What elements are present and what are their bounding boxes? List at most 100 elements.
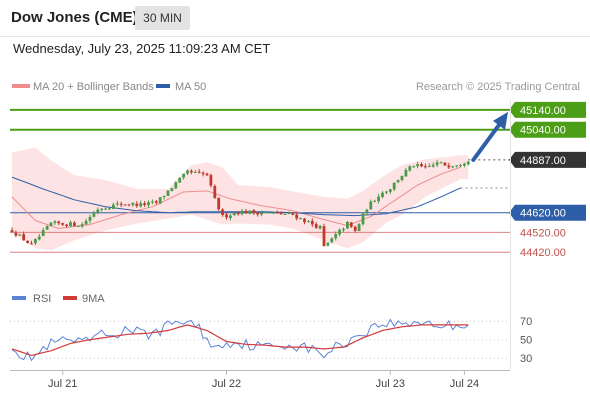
- level-label-44887.00: 44887.00: [520, 155, 566, 167]
- candle-body-84: [338, 229, 341, 235]
- candle-body-21: [92, 212, 96, 217]
- candle-body-64: [260, 213, 263, 215]
- candle-body-97: [388, 189, 392, 192]
- candle-body-106: [424, 166, 427, 168]
- candle-body-31: [131, 203, 135, 205]
- rsi-line: [11, 318, 469, 362]
- x-tick-label-0: Jul 21: [48, 378, 77, 390]
- candle-body-107: [427, 165, 431, 167]
- candle-body-73: [295, 214, 299, 219]
- candle-body-15: [69, 222, 72, 227]
- candle-body-49: [201, 172, 205, 174]
- forecast-arrow: [471, 111, 508, 162]
- candle-body-96: [385, 191, 388, 193]
- candle-body-83: [334, 234, 338, 239]
- candle-body-60: [244, 210, 248, 214]
- rsi-tick-50: 50: [520, 335, 532, 347]
- candle-body-39: [162, 195, 166, 197]
- candle-body-20: [88, 217, 92, 221]
- candle-body-8: [41, 230, 45, 236]
- candle-body-6: [34, 239, 37, 244]
- candle-body-30: [127, 204, 131, 206]
- candle-body-93: [373, 200, 377, 202]
- candle-body-51: [209, 175, 213, 186]
- candle-body-37: [154, 201, 158, 203]
- x-axis-ticks: Jul 21 Jul 22 Jul 23 Jul 24: [48, 370, 479, 390]
- candle-body-81: [326, 242, 330, 246]
- candle-body-75: [303, 218, 306, 223]
- candle-body-47: [193, 172, 197, 173]
- candle-body-18: [80, 224, 84, 227]
- level-label-45040.00: 45040.00: [520, 125, 566, 137]
- candle-body-100: [400, 175, 404, 180]
- candle-body-86: [346, 221, 349, 229]
- candle-body-48: [197, 171, 201, 173]
- candle-body-114: [455, 165, 458, 167]
- candle-body-50: [205, 173, 209, 176]
- candle-body-115: [459, 165, 462, 167]
- candle-body-52: [213, 186, 217, 199]
- candle-body-69: [279, 212, 283, 215]
- candle-body-110: [439, 162, 443, 164]
- candle-body-87: [349, 222, 353, 227]
- candle-body-57: [232, 212, 236, 216]
- forecast-arrow-head: [493, 111, 508, 130]
- candle-body-28: [119, 203, 123, 205]
- candle-body-90: [361, 213, 365, 225]
- candle-body-116: [463, 163, 466, 166]
- candle-body-7: [37, 236, 41, 240]
- level-label-44420.00: 44420.00: [520, 247, 566, 259]
- candle-body-9: [45, 226, 49, 230]
- candle-body-85: [342, 228, 345, 231]
- candle-body-89: [357, 224, 361, 231]
- legend-rsi-swatch: [12, 296, 26, 300]
- candle-body-41: [170, 188, 174, 191]
- ma50-line: [11, 176, 461, 217]
- candle-body-4: [26, 240, 29, 243]
- legend-ma20-label: MA 20 + Bollinger Bands: [33, 81, 154, 93]
- forecast-arrow-shaft: [471, 118, 504, 162]
- candle-body-43: [178, 178, 182, 183]
- candle-body-25: [108, 208, 111, 210]
- candle-body-70: [283, 214, 287, 215]
- candle-body-24: [104, 208, 107, 210]
- candle-body-11: [53, 221, 57, 223]
- timeframe-button[interactable]: 30 MIN: [135, 6, 190, 30]
- candle-body-61: [248, 210, 252, 214]
- candle-body-98: [392, 182, 396, 190]
- candle-body-23: [100, 208, 104, 210]
- bollinger-band: [12, 147, 469, 251]
- candle-body-111: [443, 162, 447, 166]
- candle-body-58: [236, 213, 240, 215]
- candle-body-91: [365, 209, 369, 214]
- candle-body-1: [14, 232, 18, 236]
- candle-body-71: [287, 212, 291, 214]
- legend-ma20-swatch: [12, 84, 30, 88]
- candle-body-88: [353, 226, 357, 231]
- x-tick-label-2: Jul 23: [376, 378, 405, 390]
- moving-averages: [11, 166, 461, 230]
- candle-body-40: [166, 190, 170, 196]
- bollinger-band-fill: [12, 147, 469, 251]
- level-tag-45040.00: [509, 121, 586, 138]
- candle-body-68: [275, 212, 279, 214]
- candle-body-103: [412, 166, 416, 168]
- candle-body-29: [123, 204, 127, 206]
- candle-body-102: [408, 166, 412, 171]
- candle-body-65: [264, 212, 267, 214]
- candle-body-108: [431, 164, 435, 167]
- rsi-9ma-line: [11, 324, 469, 357]
- candle-body-26: [112, 204, 115, 209]
- candle-body-78: [314, 224, 318, 228]
- candlesticks: [10, 160, 470, 247]
- candle-body-42: [174, 182, 178, 189]
- candle-body-109: [435, 162, 439, 165]
- candle-body-55: [225, 214, 228, 218]
- candle-body-66: [268, 212, 271, 214]
- candle-body-44: [182, 173, 185, 178]
- candle-body-105: [420, 164, 423, 167]
- candle-body-33: [139, 203, 143, 207]
- candle-body-0: [10, 230, 14, 233]
- level-tag-44620.00: [509, 204, 586, 221]
